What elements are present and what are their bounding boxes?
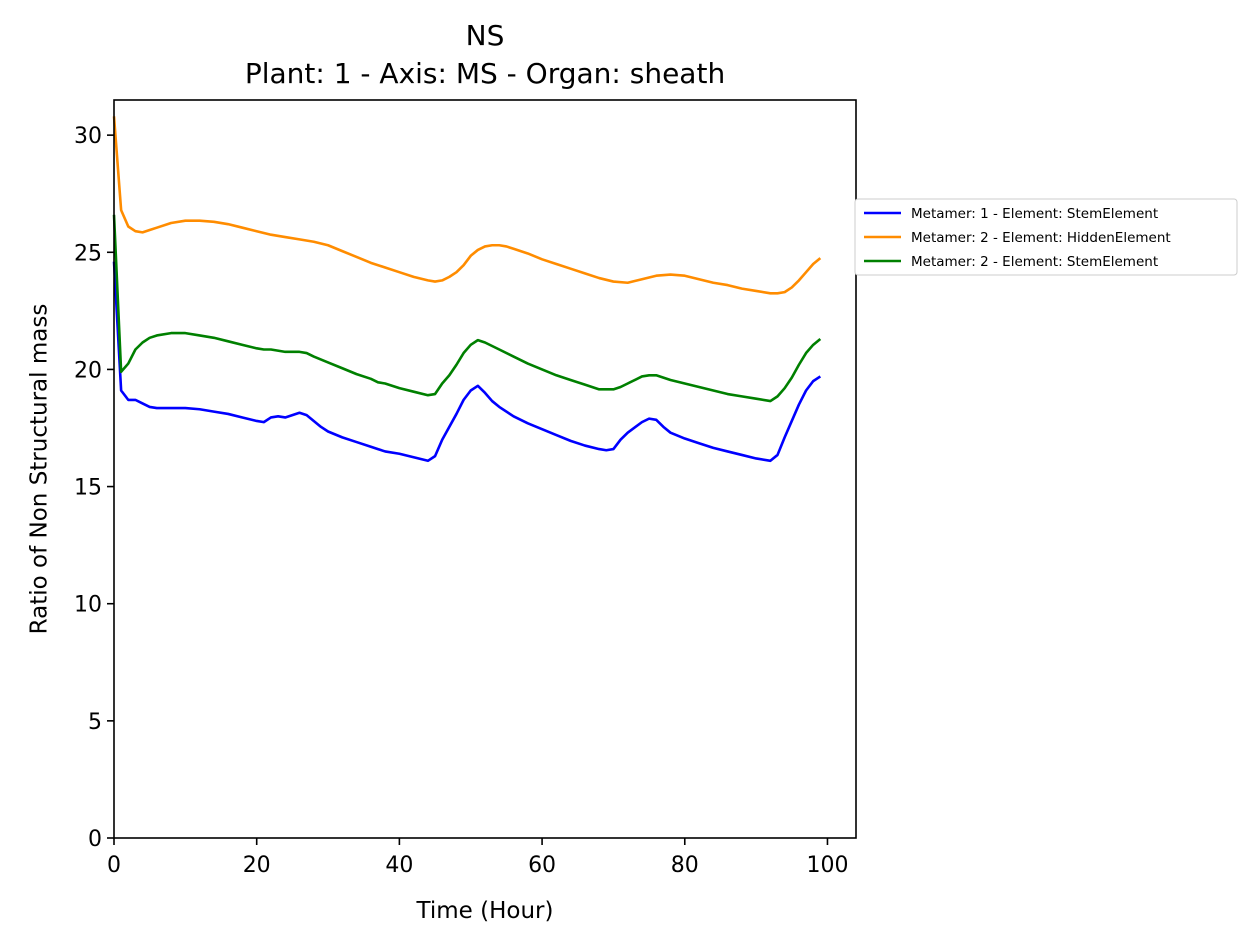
chart-subtitle: Plant: 1 - Axis: MS - Organ: sheath (245, 57, 725, 90)
legend-label-3: Metamer: 2 - Element: StemElement (911, 254, 1158, 270)
series-line-2 (112, 116, 822, 295)
y-tick-label: 25 (74, 241, 102, 266)
x-tick-label: 40 (385, 853, 413, 878)
legend-label-2: Metamer: 2 - Element: HiddenElement (911, 230, 1171, 246)
x-tick-label: 60 (528, 853, 556, 878)
legend: Metamer: 1 - Element: StemElement Metamer… (854, 198, 1238, 276)
x-tick-label: 100 (806, 853, 848, 878)
x-tick-label: 20 (243, 853, 271, 878)
series-line-1 (112, 261, 822, 463)
y-tick-label: 10 (74, 593, 102, 618)
y-axis-ticks: 0 5 10 15 20 25 30 (74, 124, 114, 852)
plot-area-frame (113, 99, 857, 839)
y-tick-label: 20 (74, 358, 102, 383)
legend-box (854, 198, 1238, 276)
x-tick-label: 80 (671, 853, 699, 878)
y-tick-label: 0 (88, 827, 102, 852)
y-tick-label: 30 (74, 124, 102, 149)
series-layer (112, 116, 822, 463)
series-line-3 (112, 214, 822, 403)
x-axis-ticks: 0 20 40 60 80 100 (107, 838, 848, 878)
x-axis-label: Time (Hour) (416, 898, 554, 924)
y-tick-label: 15 (74, 476, 102, 501)
y-axis-label: Ratio of Non Structural mass (27, 304, 53, 635)
x-tick-label: 0 (107, 853, 121, 878)
chart-title: NS (466, 19, 505, 52)
y-tick-label: 5 (88, 710, 102, 735)
legend-label-1: Metamer: 1 - Element: StemElement (911, 206, 1158, 222)
